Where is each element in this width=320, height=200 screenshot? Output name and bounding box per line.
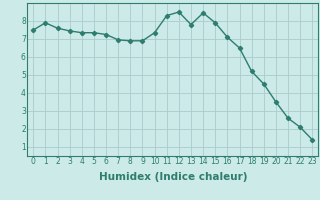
- X-axis label: Humidex (Indice chaleur): Humidex (Indice chaleur): [99, 172, 247, 182]
